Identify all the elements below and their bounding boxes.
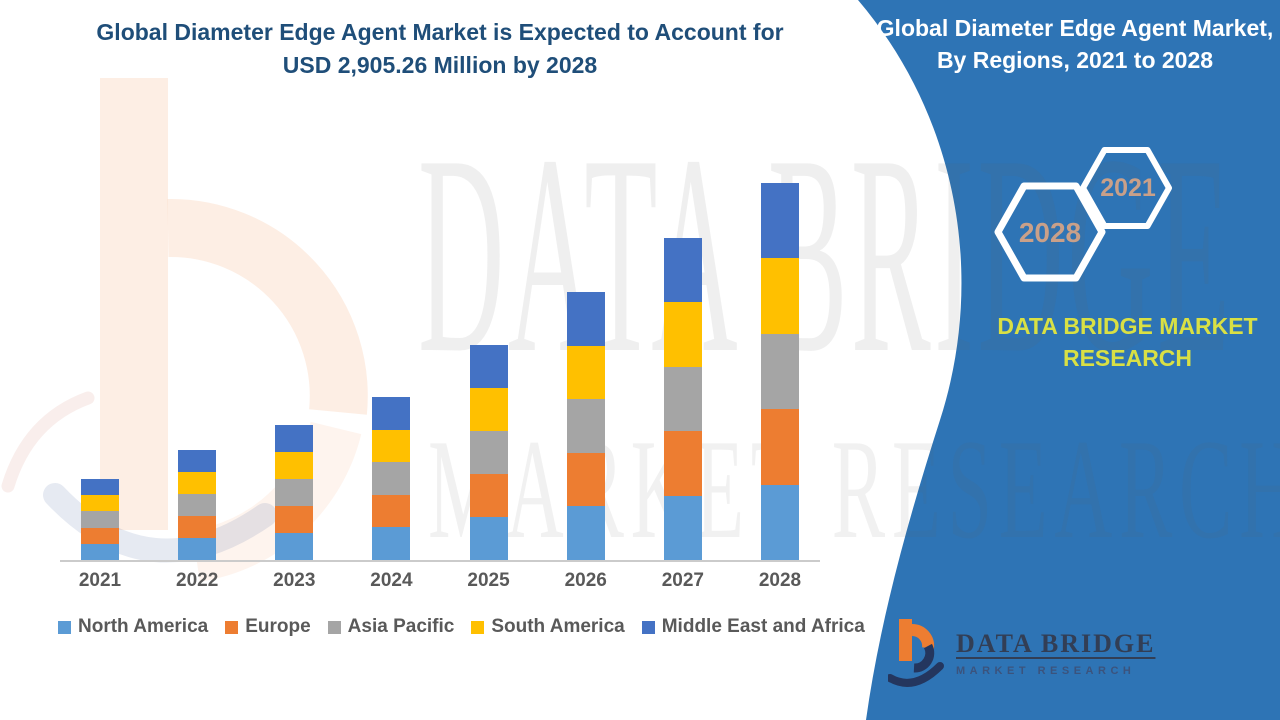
hexagon-year-2021: 2021 bbox=[1100, 174, 1156, 202]
x-axis-label-2026: 2026 bbox=[564, 570, 607, 591]
bar-segment-asia-pacific bbox=[275, 479, 314, 506]
bar-segment-europe bbox=[469, 474, 508, 517]
bar-segment-asia-pacific bbox=[81, 511, 119, 528]
x-axis-label-2023: 2023 bbox=[273, 570, 316, 591]
legend-item-middle-east-and-africa: Middle East and Africa bbox=[641, 616, 865, 638]
brand-name-line2: RESEARCH bbox=[1062, 345, 1193, 372]
stacked-bar-2025 bbox=[469, 345, 508, 560]
stacked-bar-2022 bbox=[178, 450, 217, 560]
legend-item-asia-pacific: Asia Pacific bbox=[327, 616, 455, 638]
bar-segment-europe bbox=[81, 527, 119, 544]
data-bridge-logo-icon bbox=[888, 619, 944, 687]
bar-segment-north-america bbox=[663, 495, 702, 560]
x-axis-label-2022: 2022 bbox=[176, 570, 219, 591]
legend: North America Europe Asia Pacific South Ame… bbox=[58, 616, 865, 638]
legend-item-south-america: South America bbox=[471, 616, 625, 638]
bar-segment-middle-east-and-africa bbox=[275, 425, 314, 452]
hexagon-2028 bbox=[994, 182, 1106, 282]
stacked-bar-2027 bbox=[663, 238, 702, 560]
bar-segment-south-america bbox=[761, 258, 799, 334]
hexagon-2021 bbox=[1080, 147, 1172, 229]
legend-swatch bbox=[471, 620, 485, 634]
bar-segment-south-america bbox=[663, 302, 702, 367]
stacked-bar-2023 bbox=[275, 425, 314, 560]
footer-logo-name: DATA BRIDGE bbox=[956, 629, 1156, 658]
side-panel-title-line1: Global Diameter Edge Agent Market, bbox=[876, 15, 1274, 41]
bar-segment-north-america bbox=[372, 527, 411, 560]
bar-segment-north-america bbox=[178, 538, 217, 560]
bar-segment-middle-east-and-africa bbox=[469, 345, 508, 388]
bar-segment-south-america bbox=[275, 452, 314, 479]
bar-segment-middle-east-and-africa bbox=[663, 238, 702, 303]
x-axis-label-2021: 2021 bbox=[78, 570, 122, 591]
bar-segment-north-america bbox=[761, 484, 799, 560]
legend-swatch bbox=[641, 620, 655, 634]
bar-segment-asia-pacific bbox=[372, 462, 411, 495]
bar-segment-south-america bbox=[566, 345, 605, 400]
legend-label: South America bbox=[491, 616, 625, 637]
plot-area: 2021 2022 2023 2024 2025 2026 2027 2028 bbox=[60, 180, 820, 591]
bar-segment-north-america bbox=[275, 533, 314, 560]
bar-segment-europe bbox=[663, 431, 702, 496]
legend-label: North America bbox=[78, 616, 209, 637]
legend-label: Middle East and Africa bbox=[661, 616, 865, 637]
bar-segment-middle-east-and-africa bbox=[81, 479, 119, 496]
bar-segment-south-america bbox=[178, 472, 217, 494]
chart-title-line1: Global Diameter Edge Agent Market is Exp… bbox=[96, 19, 784, 45]
legend-item-europe: Europe bbox=[225, 616, 311, 638]
brand-name-line1: DATA BRIDGE MARKET bbox=[997, 313, 1258, 339]
x-axis-label-2024: 2024 bbox=[370, 570, 413, 591]
legend-swatch bbox=[225, 620, 239, 634]
legend-swatch bbox=[327, 620, 341, 634]
brand-name: DATA BRIDGE MARKET RESEARCH bbox=[985, 310, 1270, 374]
hexagon-year-2028: 2028 bbox=[1018, 217, 1082, 248]
bar-segment-asia-pacific bbox=[469, 431, 508, 474]
bar-segment-middle-east-and-africa bbox=[566, 292, 605, 346]
footer-logo: DATA BRIDGE MARKET RESEARCH bbox=[888, 616, 1155, 690]
bar-segment-middle-east-and-africa bbox=[178, 450, 217, 472]
stacked-bar-2028 bbox=[761, 183, 799, 560]
legend-label: Asia Pacific bbox=[347, 616, 455, 637]
footer-logo-text: DATA BRIDGE MARKET RESEARCH bbox=[956, 629, 1155, 677]
legend-swatch bbox=[58, 620, 71, 634]
chart-title-line2: USD 2,905.26 Million by 2028 bbox=[282, 51, 598, 78]
bar-segment-asia-pacific bbox=[761, 333, 799, 410]
chart-title: Global Diameter Edge Agent Market is Exp… bbox=[70, 16, 810, 81]
bar-segment-europe bbox=[275, 506, 314, 533]
bar-segment-south-america bbox=[372, 429, 411, 463]
bar-segment-south-america bbox=[469, 388, 508, 431]
legend-label: Europe bbox=[245, 616, 311, 637]
x-axis-label-2027: 2027 bbox=[661, 570, 704, 591]
bar-segment-middle-east-and-africa bbox=[761, 183, 799, 259]
bar-segment-south-america bbox=[81, 495, 119, 512]
bar-segment-north-america bbox=[81, 543, 119, 560]
bar-segment-asia-pacific bbox=[178, 494, 217, 516]
bar-segment-asia-pacific bbox=[663, 366, 702, 432]
bar-segment-europe bbox=[178, 516, 217, 538]
blue-side-panel bbox=[858, 0, 1280, 720]
bar-segment-europe bbox=[566, 452, 605, 507]
stacked-bar-2024 bbox=[372, 397, 411, 560]
stacked-bar-2021 bbox=[81, 479, 119, 560]
bar-segment-europe bbox=[761, 409, 799, 485]
x-axis-label-2028: 2028 bbox=[758, 570, 802, 591]
side-panel-title: Global Diameter Edge Agent Market, By Re… bbox=[875, 13, 1275, 76]
bar-segment-middle-east-and-africa bbox=[372, 397, 411, 430]
bar-segment-europe bbox=[372, 494, 411, 528]
bar-segment-north-america bbox=[469, 517, 508, 560]
bar-segment-asia-pacific bbox=[566, 399, 605, 453]
side-panel-title-line2: By Regions, 2021 to 2028 bbox=[936, 46, 1214, 73]
footer-logo-sub: MARKET RESEARCH bbox=[956, 665, 1136, 677]
x-axis-label-2025: 2025 bbox=[467, 570, 510, 591]
legend-item-north-america: North America bbox=[58, 616, 208, 638]
stacked-bar-2026 bbox=[566, 292, 605, 560]
bar-segment-north-america bbox=[566, 506, 605, 560]
